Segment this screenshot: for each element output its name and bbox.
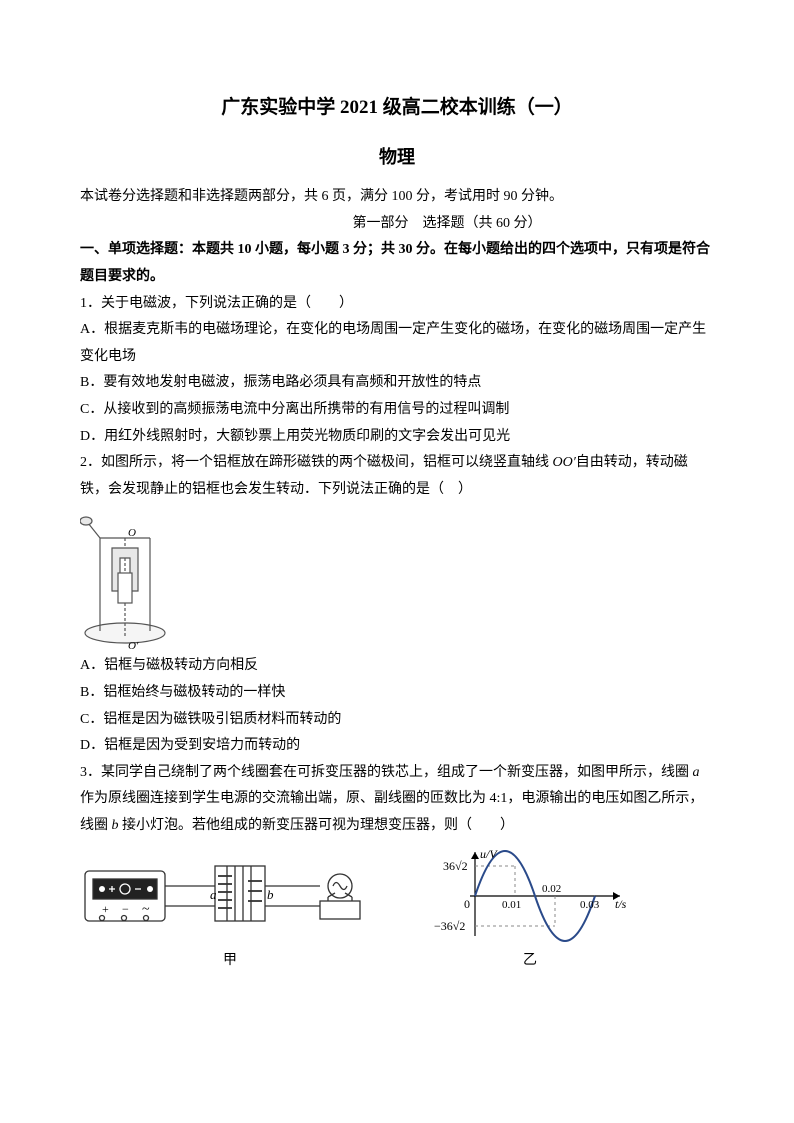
q2-option-d: D．铝框是因为受到安培力而转动的 [80, 733, 714, 760]
q3-b: b [112, 818, 119, 833]
q3-figure-1: + − ~ [80, 851, 380, 975]
q3-fig1-caption: 甲 [80, 948, 380, 975]
q3-stem-c: 接小灯泡。若他组成的新变压器可视为理想变压器，则（ ） [119, 818, 515, 833]
q2-option-a: A．铝框与磁极转动方向相反 [80, 653, 714, 680]
q1-option-b: B．要有效地发射电磁波，振荡电路必须具有高频和开放性的特点 [80, 370, 714, 397]
svg-text:+: + [102, 902, 109, 916]
q1-option-c: C．从接收到的高频振荡电流中分离出所携带的有用信号的过程叫调制 [80, 397, 714, 424]
q3-stem: 3．某同学自己绕制了两个线圈套在可拆变压器的铁芯上，组成了一个新变压器，如图甲所… [80, 760, 714, 840]
q3-fig2-origin: 0 [464, 897, 470, 911]
subject-title: 物理 [80, 140, 714, 174]
q2-stem: 2．如图所示，将一个铝框放在蹄形磁铁的两个磁极间，铝框可以绕竖直轴线 OO′自由… [80, 450, 714, 503]
q3-figure-row: + − ~ [80, 846, 714, 975]
svg-text:~: ~ [142, 902, 150, 917]
section-head: 一、单项选择题：本题共 10 小题，每小题 3 分；共 30 分。在每小题给出的… [80, 237, 714, 290]
q3-fig2-xtick1: 0.01 [502, 899, 521, 911]
q1-option-a: A．根据麦克斯韦的电磁场理论，在变化的电场周围一定产生变化的磁场，在变化的磁场周… [80, 317, 714, 370]
q3-fig2-xlabel: t/s [615, 897, 627, 911]
q2-stem-a: 2．如图所示，将一个铝框放在蹄形磁铁的两个磁极间，铝框可以绕竖直轴线 [80, 455, 553, 470]
q3-fig2-xtick3: 0.03 [580, 899, 600, 911]
q3-fig2-ytick-neg: −36√2 [434, 919, 465, 933]
q2-option-b: B．铝框始终与磁极转动的一样快 [80, 680, 714, 707]
q2-option-c: C．铝框是因为磁铁吸引铝质材料而转动的 [80, 707, 714, 734]
q3-fig2-caption: 乙 [420, 948, 640, 975]
q3-fig1-label-a: a [210, 887, 217, 902]
q3-fig2-ylabel: u/V [480, 847, 498, 861]
intro-text: 本试卷分选择题和非选择题两部分，共 6 页，满分 100 分，考试用时 90 分… [80, 184, 714, 211]
q2-oo: OO′ [553, 455, 576, 470]
q2-label-o: O [128, 527, 136, 539]
q2-label-o2: O′ [128, 640, 139, 652]
q3-figure-2: u/V 36√2 0 −36√2 0.01 0.02 0.03 t/s 乙 [420, 846, 640, 975]
q3-fig1-label-b: b [267, 887, 274, 902]
q2-figure: O O′ [80, 503, 714, 653]
q3-a: a [693, 765, 700, 780]
q3-stem-a: 3．某同学自己绕制了两个线圈套在可拆变压器的铁芯上，组成了一个新变压器，如图甲所… [80, 765, 693, 780]
q3-fig2-ytick-pos: 36√2 [443, 859, 468, 873]
svg-text:−: − [122, 902, 129, 916]
q3-fig2-xtick2: 0.02 [542, 883, 561, 895]
q1-stem: 1．关于电磁波，下列说法正确的是（ ） [80, 291, 714, 318]
q1-option-d: D．用红外线照射时，大额钞票上用荧光物质印刷的文字会发出可见光 [80, 424, 714, 451]
section-part: 第一部分 选择题（共 60 分） [180, 211, 714, 238]
page-title: 广东实验中学 2021 级高二校本训练（一） [80, 90, 714, 126]
